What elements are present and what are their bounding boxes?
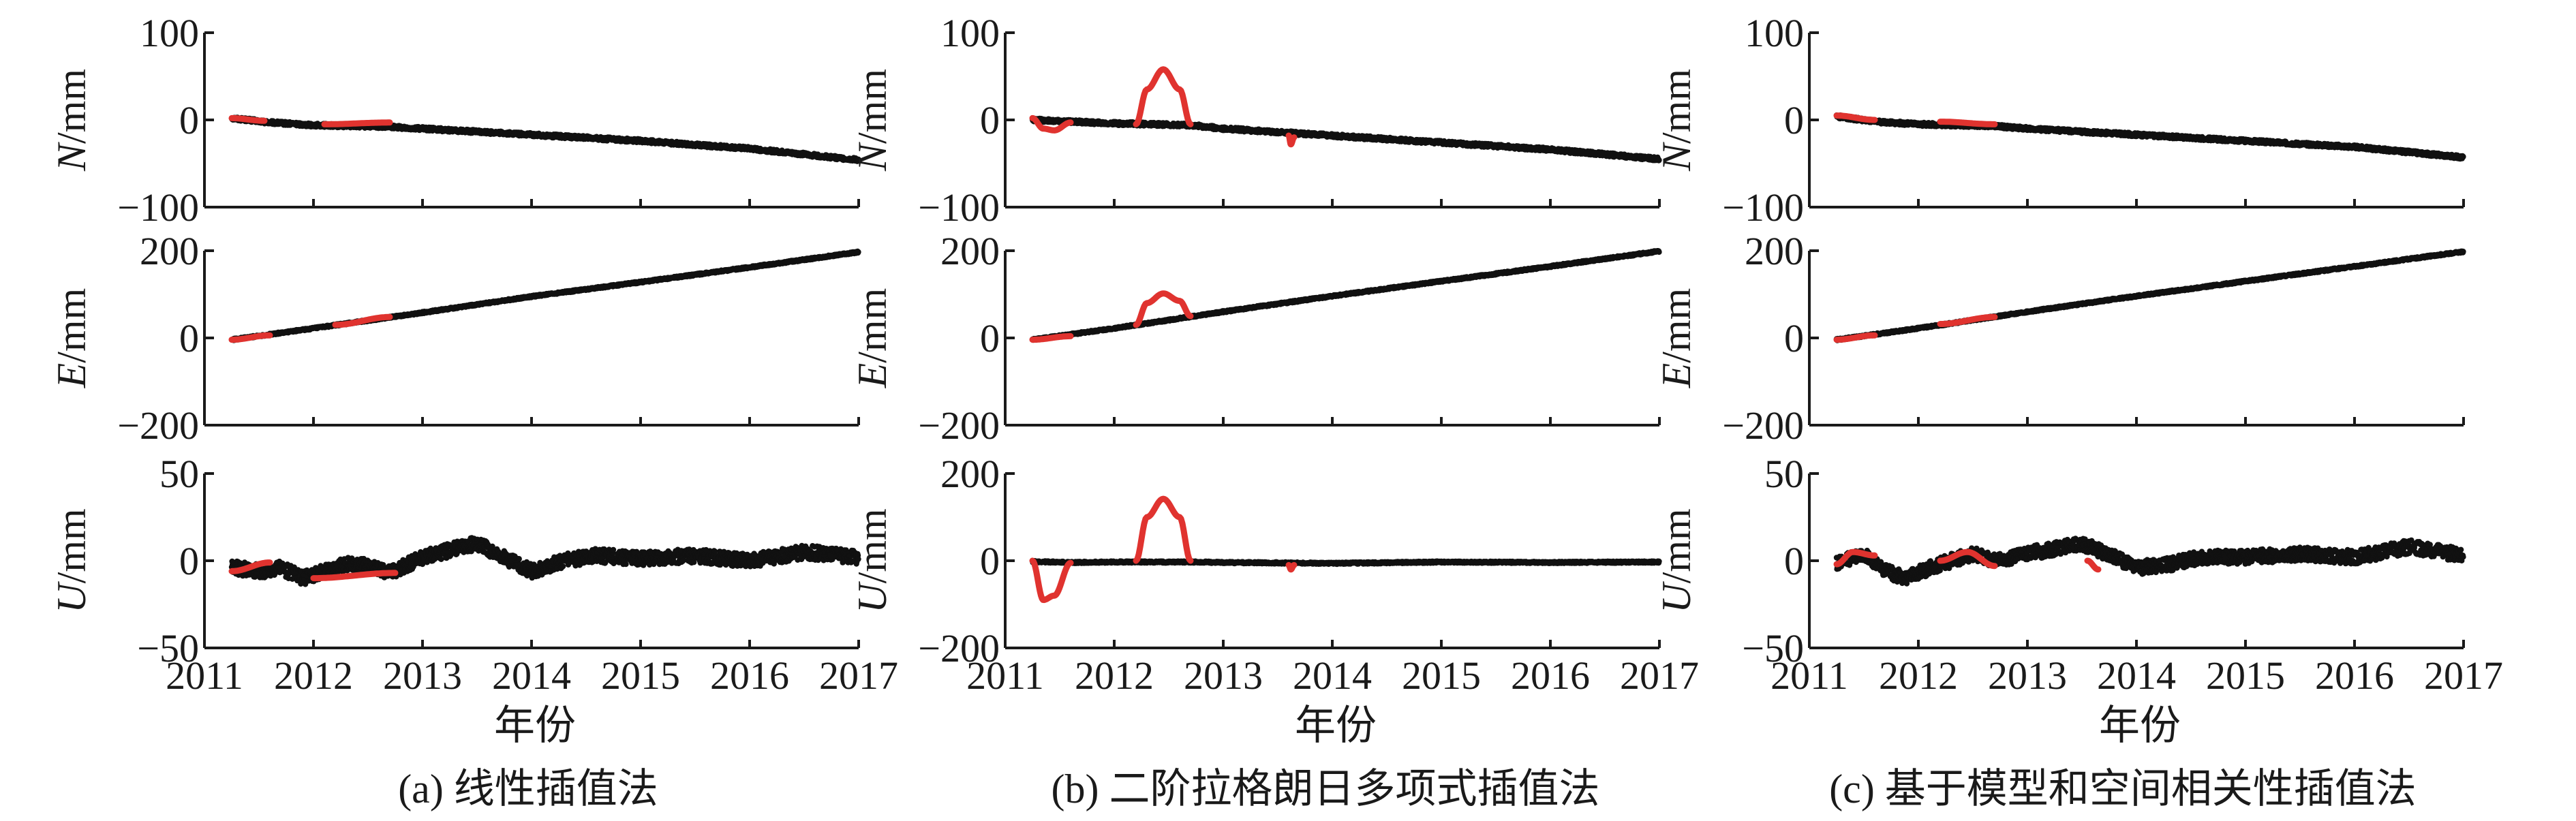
y-axis-label-unit: /mm (49, 508, 94, 583)
y-axis-label-a-u: U/mm (49, 508, 94, 613)
interpolated-segment-a-n-0 (228, 114, 268, 124)
observed-point (623, 561, 629, 568)
observed-point (610, 546, 617, 553)
observed-point (559, 563, 566, 570)
observed-point (855, 249, 861, 255)
y-axis-label-a-e: E/mm (49, 288, 94, 389)
observed-point (516, 556, 522, 562)
x-tick-label-a-u: 2017 (819, 653, 898, 698)
y-axis-label-unit: /mm (49, 69, 94, 144)
plot-a-e: 200 0 −200 E/mm (49, 229, 861, 448)
y-axis-label-letter: N (49, 142, 94, 172)
y-axis-label-letter: E (49, 363, 94, 389)
x-tick-label-a-u: 2015 (601, 653, 680, 698)
y-tick-label-a-n: 0 (179, 98, 199, 142)
observed-series-a-e (228, 248, 861, 343)
y-tick-label-a-n: −100 (117, 185, 199, 230)
y-axis-label-a-n: N/mm (49, 69, 94, 172)
x-tick-label-a-u: 2013 (383, 653, 462, 698)
x-tick-label-a-u: 2012 (274, 653, 353, 698)
y-tick-label-a-u: 50 (159, 452, 199, 496)
y-tick-label-a-e: −200 (117, 403, 199, 448)
x-tick-label-a-u: 2016 (710, 653, 789, 698)
y-tick-label-a-e: 200 (140, 229, 199, 273)
y-axis-label-unit: /mm (49, 288, 94, 363)
plot-a-n: 100 0 −100 N/mm (49, 11, 861, 230)
y-tick-label-a-n: 100 (140, 11, 199, 55)
y-tick-label-a-u: 0 (179, 539, 199, 583)
y-tick-label-a-e: 0 (179, 316, 199, 360)
interpolated-segment-a-n-1 (321, 119, 393, 127)
x-tick-label-a-u: 2014 (492, 653, 571, 698)
y-axis-label-letter: U (49, 581, 94, 613)
x-tick-label-a-u: 2011 (166, 653, 243, 698)
